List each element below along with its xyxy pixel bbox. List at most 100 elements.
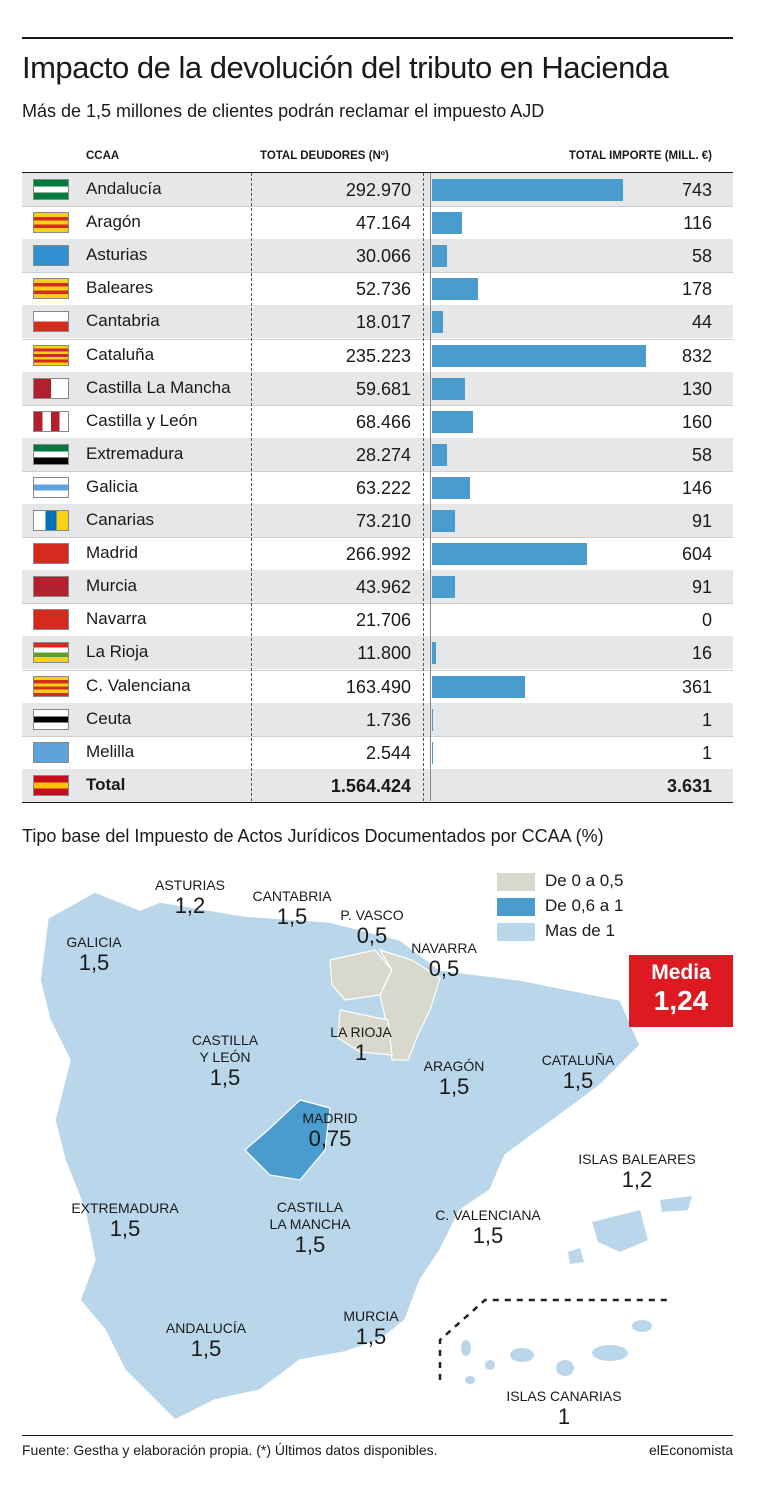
region-label-pvasco: P. VASCO 0,5 [340, 907, 404, 948]
deudores-value: 11.800 [357, 643, 411, 664]
media-label: Media [651, 961, 711, 984]
table-row: La Rioja 11.800 16 [22, 636, 733, 670]
flag-icon [33, 410, 69, 432]
ccaa-name: Asturias [86, 245, 148, 265]
flag-icon [33, 476, 69, 498]
importe-bar [432, 212, 462, 235]
ccaa-name: Galicia [86, 476, 138, 496]
region-label-asturias: ASTURIAS 1,2 [154, 877, 226, 918]
row-separator [22, 272, 733, 274]
region-label-valenciana: C. VALENCIANA 1,5 [435, 1207, 541, 1248]
importe-bar [432, 576, 456, 599]
column-divider [423, 173, 424, 801]
brand-logo-text: elEconomista [648, 1442, 733, 1458]
deudores-value: 2.544 [365, 742, 411, 763]
importe-bar [432, 245, 447, 268]
deudores-value: 292.970 [345, 180, 411, 200]
row-separator [22, 735, 733, 737]
deudores-value: 1.736 [365, 709, 411, 730]
importe-value: 91 [691, 577, 712, 598]
table-row: Murcia 43.962 91 [22, 570, 733, 604]
region-label-cataluna: CATALUÑA 1,5 [541, 1052, 615, 1093]
deudores-value: 163.490 [345, 676, 411, 697]
spain-map [39, 891, 692, 1421]
island-fuerteventura-shape [592, 1345, 628, 1361]
ccaa-name: Aragón [86, 212, 141, 232]
flag-icon [33, 179, 69, 200]
region-label-cantabria: CANTABRIA 1,5 [252, 888, 332, 929]
flag-icon [33, 311, 69, 333]
region-label-extremadura: EXTREMADURA 1,5 [71, 1200, 179, 1241]
importe-value: 743 [681, 180, 712, 200]
importe-bar [432, 543, 588, 566]
ccaa-name: Navarra [86, 609, 147, 629]
deudores-value: 73.210 [355, 511, 411, 531]
ccaa-name: Cataluña [86, 344, 155, 364]
table-row: Castilla La Mancha 59.681 130 [22, 371, 733, 405]
row-separator [22, 669, 733, 671]
footer-rule [22, 1435, 733, 1436]
column-header-ccaa: CCAA [86, 150, 120, 162]
flag-icon [33, 510, 69, 531]
flag-icon [33, 774, 69, 796]
ccaa-name: Castilla y León [86, 410, 198, 430]
importe-value: 832 [681, 345, 712, 366]
canarias-frame [438, 1298, 668, 1380]
ccaa-name: Andalucía [86, 179, 162, 198]
row-separator [22, 603, 733, 605]
importe-bar [432, 344, 646, 367]
region-label-navarra: NAVARRA 0,5 [411, 940, 477, 981]
table-row: Madrid 266.992 604 [22, 537, 733, 570]
importe-bar [432, 443, 447, 466]
importe-value: 3.631 [666, 775, 712, 796]
flag-icon [33, 741, 69, 763]
table-row: Canarias 73.210 91 [22, 504, 733, 537]
island-tenerife-shape [510, 1348, 534, 1362]
importe-bar [432, 476, 470, 499]
row-separator [22, 206, 733, 208]
deudores-value: 28.274 [355, 444, 411, 465]
island-ibiza-shape [568, 1248, 584, 1264]
region-label-galicia: GALICIA 1,5 [66, 934, 122, 975]
importe-value: 116 [683, 213, 712, 234]
island-hierro-shape [465, 1376, 475, 1384]
ccaa-name: Castilla La Mancha [86, 377, 231, 397]
flag-icon [33, 543, 69, 565]
flag-icon [33, 212, 69, 234]
table-row: Melilla 2.544 1 [22, 736, 733, 769]
flag-icon [33, 609, 69, 631]
importe-value: 1 [701, 742, 712, 763]
ccaa-name: Extremadura [86, 443, 184, 463]
region-label-murcia: MURCIA 1,5 [343, 1308, 399, 1349]
row-separator [22, 404, 733, 406]
importe-bar [432, 642, 437, 665]
region-madrid-shape [244, 1099, 331, 1181]
table-row: Navarra 21.706 0 [22, 603, 733, 636]
importe-bar [432, 675, 525, 698]
importe-value: 160 [681, 411, 712, 432]
table-total-row: Total 1.564.424 3.631 [22, 768, 733, 802]
importe-value: 44 [691, 312, 712, 333]
region-label-aragon: ARAGÓN 1,5 [423, 1058, 485, 1099]
region-label-madrid: MADRID 0,75 [302, 1110, 358, 1151]
legend-swatch-mid [497, 898, 535, 916]
region-navarra-shape [378, 948, 441, 1061]
legend-label-mid: De 0,6 a 1 [545, 896, 624, 915]
ccaa-name: Madrid [86, 543, 138, 563]
table-row: Cataluña 235.223 832 [22, 339, 733, 372]
legend-label-low: De 0 a 0,5 [545, 871, 624, 890]
region-larioja-shape [337, 1009, 393, 1056]
table-row: Baleares 52.736 178 [22, 272, 733, 305]
legend-label-high: Mas de 1 [545, 921, 615, 940]
media-value: 1,24 [653, 985, 709, 1016]
deudores-value: 68.466 [355, 411, 411, 432]
page-subtitle: Más de 1,5 millones de clientes podrán r… [22, 101, 545, 121]
media-box: Media 1,24 [629, 955, 733, 1027]
importe-value: 1 [701, 709, 712, 730]
table-row: C. Valenciana 163.490 361 [22, 670, 733, 703]
region-label-castillayleon: CASTILLA Y LEÓN 1,5 [191, 1032, 259, 1090]
deudores-value: 1.564.424 [330, 775, 411, 796]
table-row: Cantabria 18.017 44 [22, 305, 733, 339]
table-row: Castilla y León 68.466 160 [22, 405, 733, 438]
ccaa-name: Melilla [86, 741, 135, 761]
